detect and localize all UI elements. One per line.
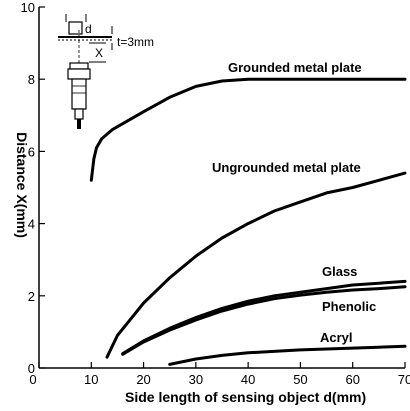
- y-tick-label: 10: [21, 0, 35, 15]
- x-tick-label: 40: [241, 372, 255, 387]
- series-label-grounded-metal-plate: Grounded metal plate: [228, 60, 362, 75]
- inset-sensor-nut: [67, 68, 91, 80]
- x-axis-label: Side length of sensing object d(mm): [125, 389, 366, 405]
- x-tick-label: 20: [136, 372, 150, 387]
- inset-sensor-body: [71, 78, 87, 110]
- series-label-glass: Glass: [322, 264, 357, 279]
- y-tick-label: 6: [28, 144, 35, 159]
- series-line-ungrounded-metal-plate: [105, 171, 407, 359]
- plot-frame: [38, 7, 405, 369]
- series-line-glass: [121, 279, 407, 356]
- series-line-phenolic: [121, 285, 407, 356]
- y-tick-label: 4: [28, 217, 35, 232]
- series-labels: Grounded metal plate Ungrounded metal pla…: [212, 60, 376, 345]
- series-label-acryl: Acryl: [320, 330, 353, 345]
- series-line-grounded-metal-plate: [89, 77, 407, 182]
- inset-sensor-cable: [77, 119, 81, 129]
- x-tick-label: 0: [29, 372, 36, 387]
- series-label-ungrounded-metal-plate: Ungrounded metal plate: [212, 160, 361, 175]
- series-line-acryl: [168, 344, 407, 366]
- inset-sensor-tail: [74, 108, 84, 120]
- series-lines: [89, 77, 407, 366]
- x-tick-label: 30: [189, 372, 203, 387]
- series-label-phenolic: Phenolic: [322, 299, 376, 314]
- sensor-setup-inset: d t=3mm X: [58, 14, 154, 130]
- y-tick-label: 8: [28, 72, 35, 87]
- inset-distance-label: X: [95, 46, 103, 60]
- x-tick-label: 70: [398, 372, 410, 387]
- inset-object-square: [68, 21, 83, 35]
- y-tick-labels: 0 2 4 6 8 10: [21, 0, 45, 376]
- x-tick-label: 10: [84, 372, 98, 387]
- inset-object-label: d: [85, 22, 92, 36]
- y-axis-label: Distance X(mm): [14, 132, 30, 238]
- x-tick-label: 50: [293, 372, 307, 387]
- y-tick-label: 2: [28, 289, 35, 304]
- x-tick-label: 60: [345, 372, 359, 387]
- x-tick-labels: 0 10 20 30 40 50 60 70: [29, 362, 410, 387]
- y-tick-label: 0: [28, 361, 35, 376]
- inset-sensor-nut-top: [69, 62, 89, 70]
- inset-thickness-label: t=3mm: [117, 35, 154, 49]
